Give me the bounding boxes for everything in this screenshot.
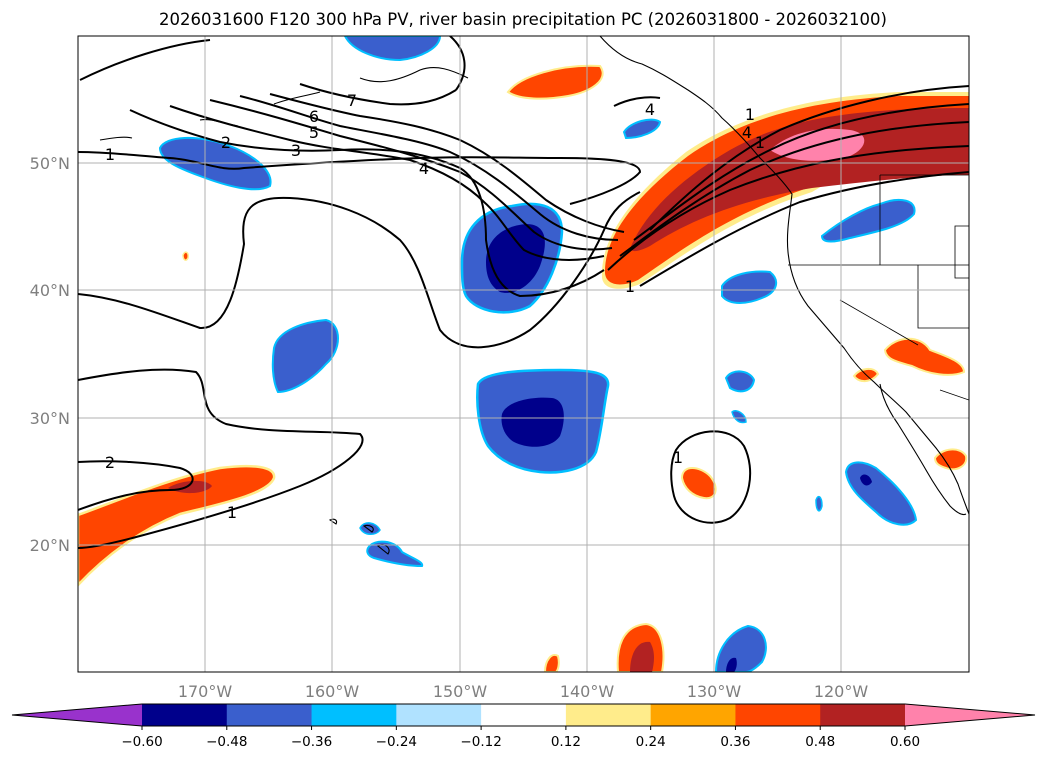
contour-label: 2: [105, 453, 115, 472]
colorbar-swatch: [565, 704, 652, 726]
positive-cell-california: [883, 337, 966, 376]
colorbar-tick-label: −0.60: [121, 734, 162, 750]
map-frame: [77, 35, 970, 673]
longitude-label: 130°W: [687, 682, 742, 701]
contour-7: [299, 83, 457, 106]
negative-cell-small-north: [622, 118, 662, 140]
positive-cell-gulf: [506, 64, 604, 100]
negative-cell-south-core: [726, 657, 737, 672]
colorbar-extend-min: [12, 704, 142, 726]
colorbar-swatch: [481, 704, 567, 726]
colorbar-tick-label: 0.12: [551, 734, 581, 750]
negative-cell-north: [343, 36, 442, 62]
negative-cell-central-core: [501, 397, 564, 447]
contour-5: [239, 95, 619, 241]
colorbar-tick-label: −0.36: [291, 734, 332, 750]
longitude-labels: 170°W 160°W 150°W 140°W 130°W 120°W: [178, 682, 869, 701]
positive-cell-mexico: [933, 448, 968, 471]
contour-jet-1: [607, 145, 969, 271]
contour-jet-5: [649, 85, 969, 231]
latitude-label: 40°N: [30, 281, 70, 300]
positive-cell-south-core: [630, 641, 654, 672]
contour-lower-2: [78, 460, 194, 511]
colorbar-swatch: [396, 704, 482, 726]
contour-label: 1: [745, 105, 755, 124]
colorbar-tick-label: 0.60: [890, 734, 920, 750]
contour-label: 1: [105, 145, 115, 164]
contour-label: 2: [221, 133, 231, 152]
alaska-islands: [99, 67, 469, 141]
gridlines: [78, 36, 969, 672]
negative-cell-south: [714, 624, 767, 672]
contour-label: 5: [309, 123, 319, 142]
contour-ring-1: [670, 430, 752, 524]
negative-cell-east: [721, 270, 778, 304]
latitude-label: 30°N: [30, 409, 70, 428]
contour-label: 1: [227, 503, 237, 522]
colorbar: −0.60 −0.48 −0.36 −0.24 −0.12 0.12 0.24 0.36 0.4…: [11, 703, 1036, 750]
colorbar-tick-label: −0.48: [206, 734, 247, 750]
longitude-label: 170°W: [178, 682, 233, 701]
contour-label: 6: [309, 107, 319, 126]
contour-jet-3: [633, 103, 969, 241]
negative-cell-oregon: [820, 198, 916, 243]
north-america-coast: [599, 36, 969, 515]
colorbar-tick-label: −0.24: [376, 734, 417, 750]
contour-label: 4: [742, 123, 752, 142]
baja-peninsula-coast: [879, 383, 967, 516]
longitude-label: 160°W: [305, 682, 360, 701]
positive-cell-tiny-south: [543, 654, 560, 672]
precipitation-field: [78, 36, 969, 672]
positive-cell-dot: [182, 251, 189, 261]
negative-cell-small-a: [724, 370, 756, 393]
latitude-label: 20°N: [30, 536, 70, 555]
colorbar-swatch: [820, 704, 906, 726]
colorbar-swatch: [735, 704, 821, 726]
contour-3: [169, 105, 605, 261]
negative-cell-baja-core: [860, 474, 872, 486]
contour-outer: [78, 191, 641, 349]
figure-title: 2026031600 F120 300 hPa PV, river basin …: [159, 10, 887, 29]
map-panel: 1 2 3 4 5 6 7 4 4 1 1 1 2 1 1: [77, 35, 970, 673]
latitude-labels: 50°N 40°N 30°N 20°N: [30, 154, 70, 555]
positive-cell-central: [680, 467, 717, 500]
contour-label: 1: [755, 133, 765, 152]
contour-label: 3: [291, 141, 301, 160]
coastlines: [99, 36, 969, 555]
contour-closed-north: [79, 36, 466, 91]
colorbar-tick-label: −0.12: [460, 734, 501, 750]
colorbar-extend-max: [905, 704, 1035, 726]
contour-labels: 1 2 3 4 5 6 7 4 4 1 1 1 2 1 1: [105, 91, 765, 522]
negative-cell-west: [271, 318, 339, 394]
colorbar-swatch: [226, 704, 313, 726]
colorbar-tick-label: 0.48: [805, 734, 835, 750]
longitude-label: 150°W: [433, 682, 488, 701]
contour-jet-2: [619, 121, 969, 257]
contour-small-4: [613, 96, 661, 107]
pv-contours: [78, 36, 969, 549]
negative-cell-trough-core: [486, 224, 545, 293]
contour-2: [129, 109, 605, 298]
contour-4: [209, 99, 613, 251]
colorbar-tick-label: 0.36: [720, 734, 750, 750]
colorbar-swatch: [311, 704, 397, 726]
contour-label: 4: [419, 159, 429, 178]
contour-label: 1: [625, 277, 635, 296]
longitude-label: 140°W: [560, 682, 615, 701]
colorbar-swatch: [650, 704, 736, 726]
contour-jet-4: [639, 171, 969, 287]
contour-label: 1: [673, 448, 683, 467]
latitude-label: 50°N: [30, 154, 70, 173]
negative-cell-aleutian: [158, 136, 272, 191]
contour-label: 4: [645, 100, 655, 119]
contour-label: 7: [347, 91, 357, 110]
contour-lower-1: [78, 368, 364, 549]
colorbar-swatch: [142, 704, 228, 726]
state-borders: [788, 190, 969, 401]
longitude-label: 120°W: [814, 682, 869, 701]
negative-cell-tiny-east: [815, 495, 823, 512]
colorbar-tick-label: 0.24: [636, 734, 666, 750]
positive-anomaly-core: [630, 108, 969, 252]
